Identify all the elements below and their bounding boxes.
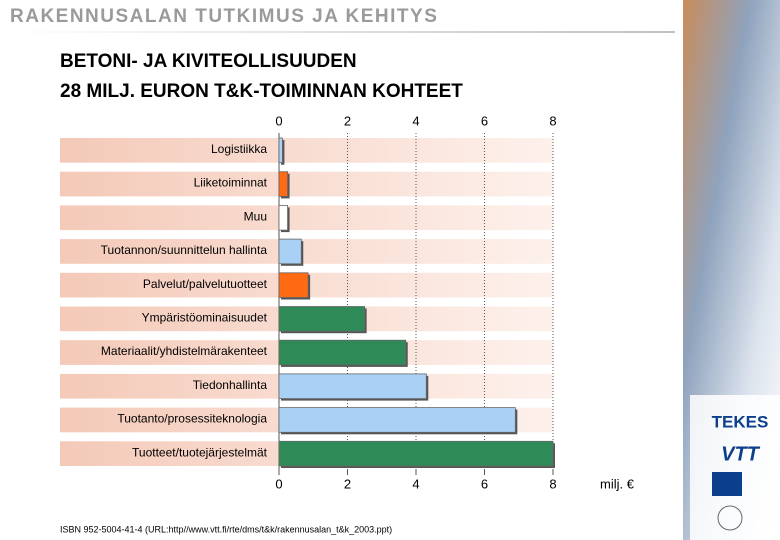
y-tick-label: Liiketoiminnat — [194, 176, 268, 190]
bar — [278, 272, 309, 298]
x-tick-label: 2 — [344, 113, 351, 128]
y-tick-label: Logistiikka — [211, 142, 267, 156]
bar — [278, 306, 366, 332]
x-tick-label: 0 — [275, 113, 282, 128]
chart-title: BETONI- JA KIVITEOLLISUUDEN — [60, 51, 357, 72]
bar — [278, 373, 427, 399]
x-tick-label: 4 — [412, 476, 419, 491]
y-tick-label: Tuotannon/suunnittelun hallinta — [101, 243, 268, 257]
x-axis-label: milj. € — [600, 476, 635, 491]
row-band — [60, 171, 553, 197]
bar — [278, 407, 516, 433]
x-tick-label: 0 — [275, 476, 282, 491]
bar — [278, 339, 407, 366]
y-tick-label: Tuotanto/prosessiteknologia — [117, 412, 267, 426]
bar — [278, 204, 288, 231]
header-rule — [10, 31, 675, 33]
y-tick-label: Tiedonhallinta — [193, 378, 268, 392]
chart-subtitle: 28 MILJ. EURON T&K-TOIMINNAN KOHTEET — [60, 81, 463, 102]
x-tick-label: 2 — [344, 476, 351, 491]
bar — [278, 440, 554, 467]
y-tick-label: Materiaalit/yhdistelmärakenteet — [101, 344, 268, 358]
logo-mark — [712, 472, 742, 496]
x-tick-label: 8 — [549, 476, 556, 491]
row-band — [60, 239, 553, 264]
logo: VTT — [721, 443, 761, 465]
y-tick-label: Ympäristöominaisuudet — [142, 311, 268, 325]
footer: ISBN 952-5004-41-4 (URL:http//www.vtt.fi… — [60, 524, 392, 534]
logo: TEKES — [712, 412, 769, 431]
x-tick-label: 8 — [549, 113, 556, 128]
x-tick-label: 4 — [412, 113, 419, 128]
y-tick-label: Palvelut/palvelutuotteet — [143, 277, 268, 291]
logo-area — [690, 395, 780, 540]
x-tick-label: 6 — [481, 476, 488, 491]
y-tick-label: Muu — [244, 209, 267, 223]
y-tick-label: Tuotteet/tuotejärjestelmät — [132, 445, 268, 459]
x-tick-label: 6 — [481, 113, 488, 128]
bar — [278, 171, 288, 197]
logo-mark — [717, 505, 743, 531]
bar — [278, 137, 283, 164]
row-band — [60, 138, 553, 163]
header: RAKENNUSALAN TUTKIMUS JA KEHITYS — [10, 6, 438, 27]
bar — [278, 238, 302, 265]
row-band — [60, 205, 553, 231]
